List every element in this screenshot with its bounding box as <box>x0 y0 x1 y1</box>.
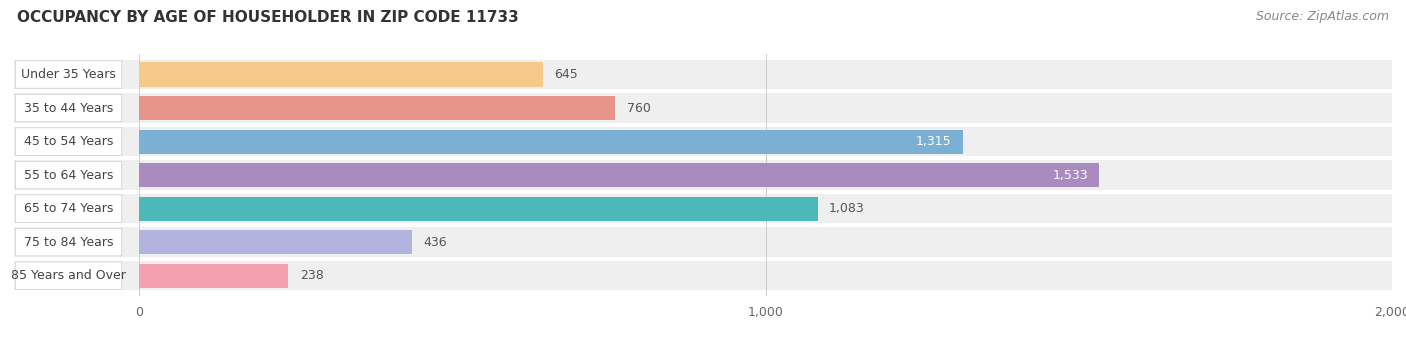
Text: Under 35 Years: Under 35 Years <box>21 68 115 81</box>
FancyBboxPatch shape <box>15 228 122 256</box>
Text: OCCUPANCY BY AGE OF HOUSEHOLDER IN ZIP CODE 11733: OCCUPANCY BY AGE OF HOUSEHOLDER IN ZIP C… <box>17 10 519 25</box>
Text: 55 to 64 Years: 55 to 64 Years <box>24 169 114 182</box>
Bar <box>14 227 1392 257</box>
Bar <box>139 63 543 87</box>
Text: 75 to 84 Years: 75 to 84 Years <box>24 236 114 249</box>
Text: Source: ZipAtlas.com: Source: ZipAtlas.com <box>1256 10 1389 23</box>
Text: 1,533: 1,533 <box>1053 169 1088 182</box>
Text: 436: 436 <box>423 236 447 249</box>
FancyBboxPatch shape <box>15 94 122 122</box>
Bar <box>139 130 963 154</box>
Bar <box>139 264 288 288</box>
Bar <box>139 197 818 221</box>
Bar <box>139 96 616 120</box>
Text: 760: 760 <box>627 102 651 115</box>
Text: 65 to 74 Years: 65 to 74 Years <box>24 202 114 215</box>
Bar <box>14 160 1392 190</box>
Bar <box>14 261 1392 290</box>
Text: 45 to 54 Years: 45 to 54 Years <box>24 135 114 148</box>
Bar <box>14 194 1392 223</box>
Bar <box>139 163 1099 187</box>
FancyBboxPatch shape <box>15 128 122 155</box>
Bar <box>139 230 412 254</box>
FancyBboxPatch shape <box>15 162 122 189</box>
Bar <box>14 60 1392 89</box>
FancyBboxPatch shape <box>15 195 122 222</box>
FancyBboxPatch shape <box>15 262 122 289</box>
Text: 1,083: 1,083 <box>830 202 865 215</box>
Text: 1,315: 1,315 <box>917 135 952 148</box>
Bar <box>14 93 1392 123</box>
Text: 238: 238 <box>299 269 323 282</box>
Text: 35 to 44 Years: 35 to 44 Years <box>24 102 112 115</box>
Bar <box>14 127 1392 156</box>
Text: 645: 645 <box>554 68 578 81</box>
FancyBboxPatch shape <box>15 61 122 88</box>
Text: 85 Years and Over: 85 Years and Over <box>11 269 127 282</box>
